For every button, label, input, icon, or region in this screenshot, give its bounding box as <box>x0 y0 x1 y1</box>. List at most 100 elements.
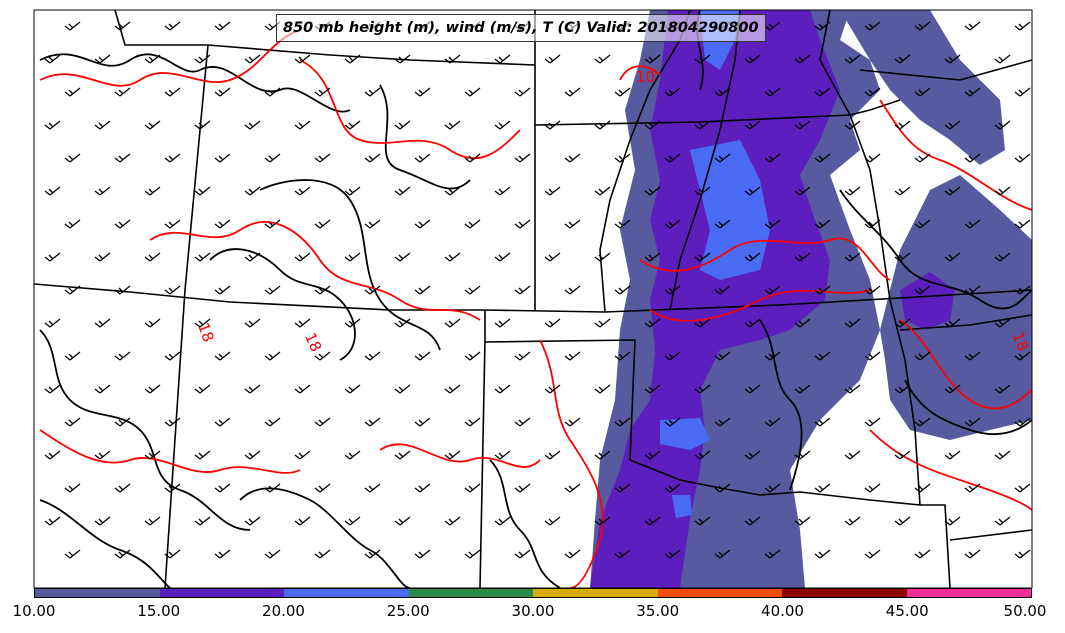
wind-barb <box>294 54 311 64</box>
wind-barb <box>344 54 361 64</box>
wind-barb <box>1014 21 1031 31</box>
wind-barb <box>114 219 131 229</box>
wind-barb <box>1014 219 1031 229</box>
wind-barb <box>244 186 261 196</box>
wind-barb <box>294 120 311 130</box>
wind-barb <box>364 483 381 493</box>
wind-barb <box>994 54 1011 64</box>
wind-barb <box>344 318 361 328</box>
wind-barb <box>764 549 781 559</box>
temperature-contour <box>149 221 481 321</box>
wind-barb <box>694 450 711 460</box>
wind-barb <box>914 483 931 493</box>
wind-barb <box>64 483 81 493</box>
wind-barb <box>164 219 181 229</box>
wind-barb <box>114 153 131 163</box>
wind-barb <box>214 351 231 361</box>
wind-barb <box>844 516 861 526</box>
wind-barb <box>264 417 281 427</box>
wind-barb <box>814 351 831 361</box>
wind-barb <box>114 21 131 31</box>
border-line <box>629 459 951 588</box>
wind-barb <box>494 450 511 460</box>
wind-barb <box>94 384 111 394</box>
wind-barb <box>264 549 281 559</box>
wind-barb <box>244 384 261 394</box>
wind-barb <box>514 549 531 559</box>
wind-barb <box>994 120 1011 130</box>
wind-barb <box>514 417 531 427</box>
wind-barb <box>564 417 581 427</box>
wind-barb <box>364 285 381 295</box>
border-line <box>484 339 636 461</box>
wind-barb <box>344 516 361 526</box>
height-contour <box>839 189 1032 310</box>
wind-barb <box>914 219 931 229</box>
wind-barb <box>564 219 581 229</box>
wind-barb <box>244 516 261 526</box>
wind-barb <box>64 219 81 229</box>
wind-barb <box>964 153 981 163</box>
wind-barb <box>194 516 211 526</box>
wind-barb <box>664 285 681 295</box>
wind-barb <box>94 120 111 130</box>
wind-barb <box>44 252 61 262</box>
wind-barb <box>944 318 961 328</box>
wind-barb <box>444 54 461 64</box>
wind-barb <box>564 483 581 493</box>
wind-barb <box>364 351 381 361</box>
wind-barb <box>294 318 311 328</box>
wind-barb <box>614 549 631 559</box>
wind-barb <box>844 54 861 64</box>
wind-barb <box>194 450 211 460</box>
wind-barb <box>914 549 931 559</box>
wind-speed-shading <box>590 10 1032 588</box>
wind-barb <box>914 87 931 97</box>
wind-barb <box>244 450 261 460</box>
wind-barb <box>964 351 981 361</box>
wind-barb <box>114 285 131 295</box>
wind-barb <box>744 186 761 196</box>
wind-barb <box>514 285 531 295</box>
wind-barb <box>514 87 531 97</box>
wind-barb <box>794 384 811 394</box>
wind-barb <box>614 285 631 295</box>
colorbar-segment <box>657 589 782 597</box>
border-line <box>949 529 1032 541</box>
wind-barb <box>414 417 431 427</box>
height-contour <box>39 499 171 588</box>
wind-barb <box>764 153 781 163</box>
temperature-contour <box>869 429 1032 511</box>
wind-barb <box>114 417 131 427</box>
wind-barb <box>1014 417 1031 427</box>
temperature-contour <box>39 29 301 87</box>
wind-barb <box>314 153 331 163</box>
wind-barb <box>994 516 1011 526</box>
wind-barb <box>64 285 81 295</box>
wind-barb <box>964 285 981 295</box>
wind-barb <box>564 351 581 361</box>
wind-barb <box>1014 549 1031 559</box>
wind-barb <box>614 483 631 493</box>
wind-barb <box>664 417 681 427</box>
wind-barb <box>794 318 811 328</box>
wind-barb <box>944 516 961 526</box>
wind-barb <box>864 21 881 31</box>
wind-barb <box>664 219 681 229</box>
wind-barb <box>894 384 911 394</box>
wind-barb <box>864 549 881 559</box>
wind-barb <box>214 549 231 559</box>
wind-barb <box>944 252 961 262</box>
wind-barb <box>414 285 431 295</box>
map-title: 850 mb height (m), wind (m/s), T (C) Val… <box>276 14 766 42</box>
wind-barb <box>844 450 861 460</box>
wind-barb <box>94 186 111 196</box>
wind-barb <box>864 483 881 493</box>
wind-barb <box>844 252 861 262</box>
wind-barb <box>814 219 831 229</box>
wind-barb <box>744 252 761 262</box>
wind-barb <box>494 186 511 196</box>
temperature-contour <box>379 443 541 468</box>
wind-barb <box>794 54 811 64</box>
